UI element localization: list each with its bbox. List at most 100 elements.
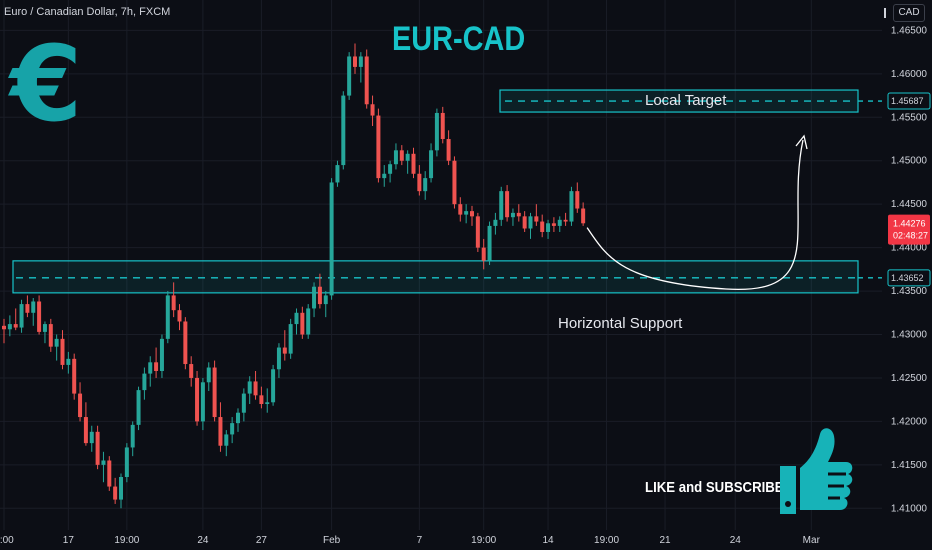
- x-tick-label: 9:00: [0, 535, 14, 546]
- candle-down: [113, 477, 118, 504]
- candle-up: [464, 204, 469, 224]
- candle-body: [72, 358, 77, 394]
- y-tick-label: 1.45000: [891, 156, 928, 167]
- candle-down: [48, 318, 53, 352]
- candle-up: [335, 160, 340, 187]
- candle-body: [200, 382, 205, 422]
- candle-down: [505, 185, 510, 222]
- candle-down: [446, 130, 451, 166]
- candle-down: [218, 402, 223, 452]
- y-tick-label: 1.43000: [891, 330, 928, 341]
- candle-up: [393, 143, 398, 170]
- candle-body: [171, 295, 176, 311]
- candle-down: [177, 304, 182, 331]
- candle-body: [399, 150, 404, 161]
- y-tick-label: 1.45500: [891, 112, 928, 123]
- candle-up: [7, 315, 12, 337]
- candle-down: [575, 182, 580, 213]
- candlestick-series: [2, 43, 586, 509]
- candle-down: [399, 145, 404, 166]
- candle-body: [224, 434, 229, 446]
- candle-body: [493, 219, 498, 226]
- candle-body: [83, 417, 88, 444]
- candle-up: [546, 219, 551, 239]
- x-tick-label: 17: [63, 535, 75, 546]
- candle-body: [253, 381, 258, 396]
- candle-down: [72, 353, 77, 400]
- candle-body: [271, 369, 276, 403]
- candle-up: [165, 291, 170, 344]
- price-axis[interactable]: 1.41000 1.41500 1.42000 1.42500 1.43000 1.435…: [891, 25, 928, 514]
- candle-up: [241, 388, 246, 422]
- candle-down: [60, 330, 65, 370]
- candle-body: [540, 221, 545, 232]
- candle-body: [370, 104, 375, 116]
- y-tick-label: 1.41500: [891, 460, 928, 471]
- candle-body: [364, 56, 369, 105]
- candle-body: [154, 362, 159, 371]
- candle-up: [119, 473, 123, 509]
- currency-selector[interactable]: CAD: [884, 4, 925, 22]
- candle-body: [265, 402, 270, 405]
- euro-icon: €: [10, 23, 83, 145]
- candle-up: [19, 299, 24, 333]
- support-price-badge-bg: [887, 269, 931, 287]
- x-tick-label: 19:00: [594, 535, 619, 546]
- candle-body: [505, 191, 510, 218]
- candle-body: [510, 212, 515, 218]
- thumbs-up-icon: [780, 428, 853, 514]
- projection-curve: [586, 139, 804, 290]
- symbol-label: Euro / Canadian Dollar, 7h, FXCM: [4, 6, 171, 18]
- candle-body: [107, 460, 112, 487]
- support-price-badge: 1.43652: [887, 269, 931, 287]
- candle-down: [458, 197, 463, 222]
- candle-down: [78, 382, 83, 422]
- candle-body: [393, 150, 398, 165]
- candle-down: [364, 49, 369, 109]
- candle-body: [423, 178, 428, 192]
- y-tick-label: 1.42000: [891, 416, 928, 427]
- candle-down: [317, 273, 322, 309]
- candle-up: [429, 143, 434, 183]
- time-axis[interactable]: 9:00 17 19:00 24 27 Feb 7 19:00 14 19:00 21 24 Mar: [0, 535, 821, 546]
- candle-body: [13, 324, 18, 328]
- candle-up: [200, 377, 205, 431]
- candle-body: [388, 164, 393, 174]
- price-badges: 1.45687 1.43652 1.44276 02:48:27: [887, 92, 931, 287]
- candle-down: [171, 282, 176, 318]
- candle-body: [7, 324, 12, 330]
- candle-body: [429, 150, 434, 179]
- candle-down: [25, 295, 30, 318]
- candle-up: [236, 408, 240, 432]
- candle-down: [470, 205, 474, 226]
- candle-body: [335, 165, 340, 183]
- candle-down: [481, 238, 486, 270]
- candle-up: [323, 291, 328, 318]
- candle-down: [107, 456, 112, 491]
- candle-down: [253, 371, 258, 400]
- candle-body: [534, 216, 539, 222]
- candle-body: [89, 431, 94, 444]
- x-tick-label: 27: [256, 535, 268, 546]
- candle-down: [2, 318, 6, 344]
- x-tick-label: 19:00: [471, 535, 496, 546]
- candle-down: [551, 217, 556, 232]
- candle-body: [282, 347, 287, 354]
- candle-body: [212, 367, 217, 418]
- candle-body: [551, 223, 556, 226]
- candle-body: [119, 477, 123, 500]
- candle-body: [487, 225, 492, 261]
- candle-down: [440, 106, 445, 144]
- candle-body: [101, 460, 106, 465]
- candle-body: [475, 216, 480, 248]
- candle-up: [341, 91, 346, 170]
- candle-body: [353, 56, 357, 67]
- candle-up: [493, 212, 498, 235]
- y-tick-label: 1.46000: [891, 69, 928, 80]
- candle-down: [411, 147, 416, 179]
- candle-body: [19, 304, 24, 328]
- candle-up: [148, 356, 153, 387]
- y-tick-label: 1.46500: [891, 25, 928, 36]
- candle-body: [37, 301, 42, 332]
